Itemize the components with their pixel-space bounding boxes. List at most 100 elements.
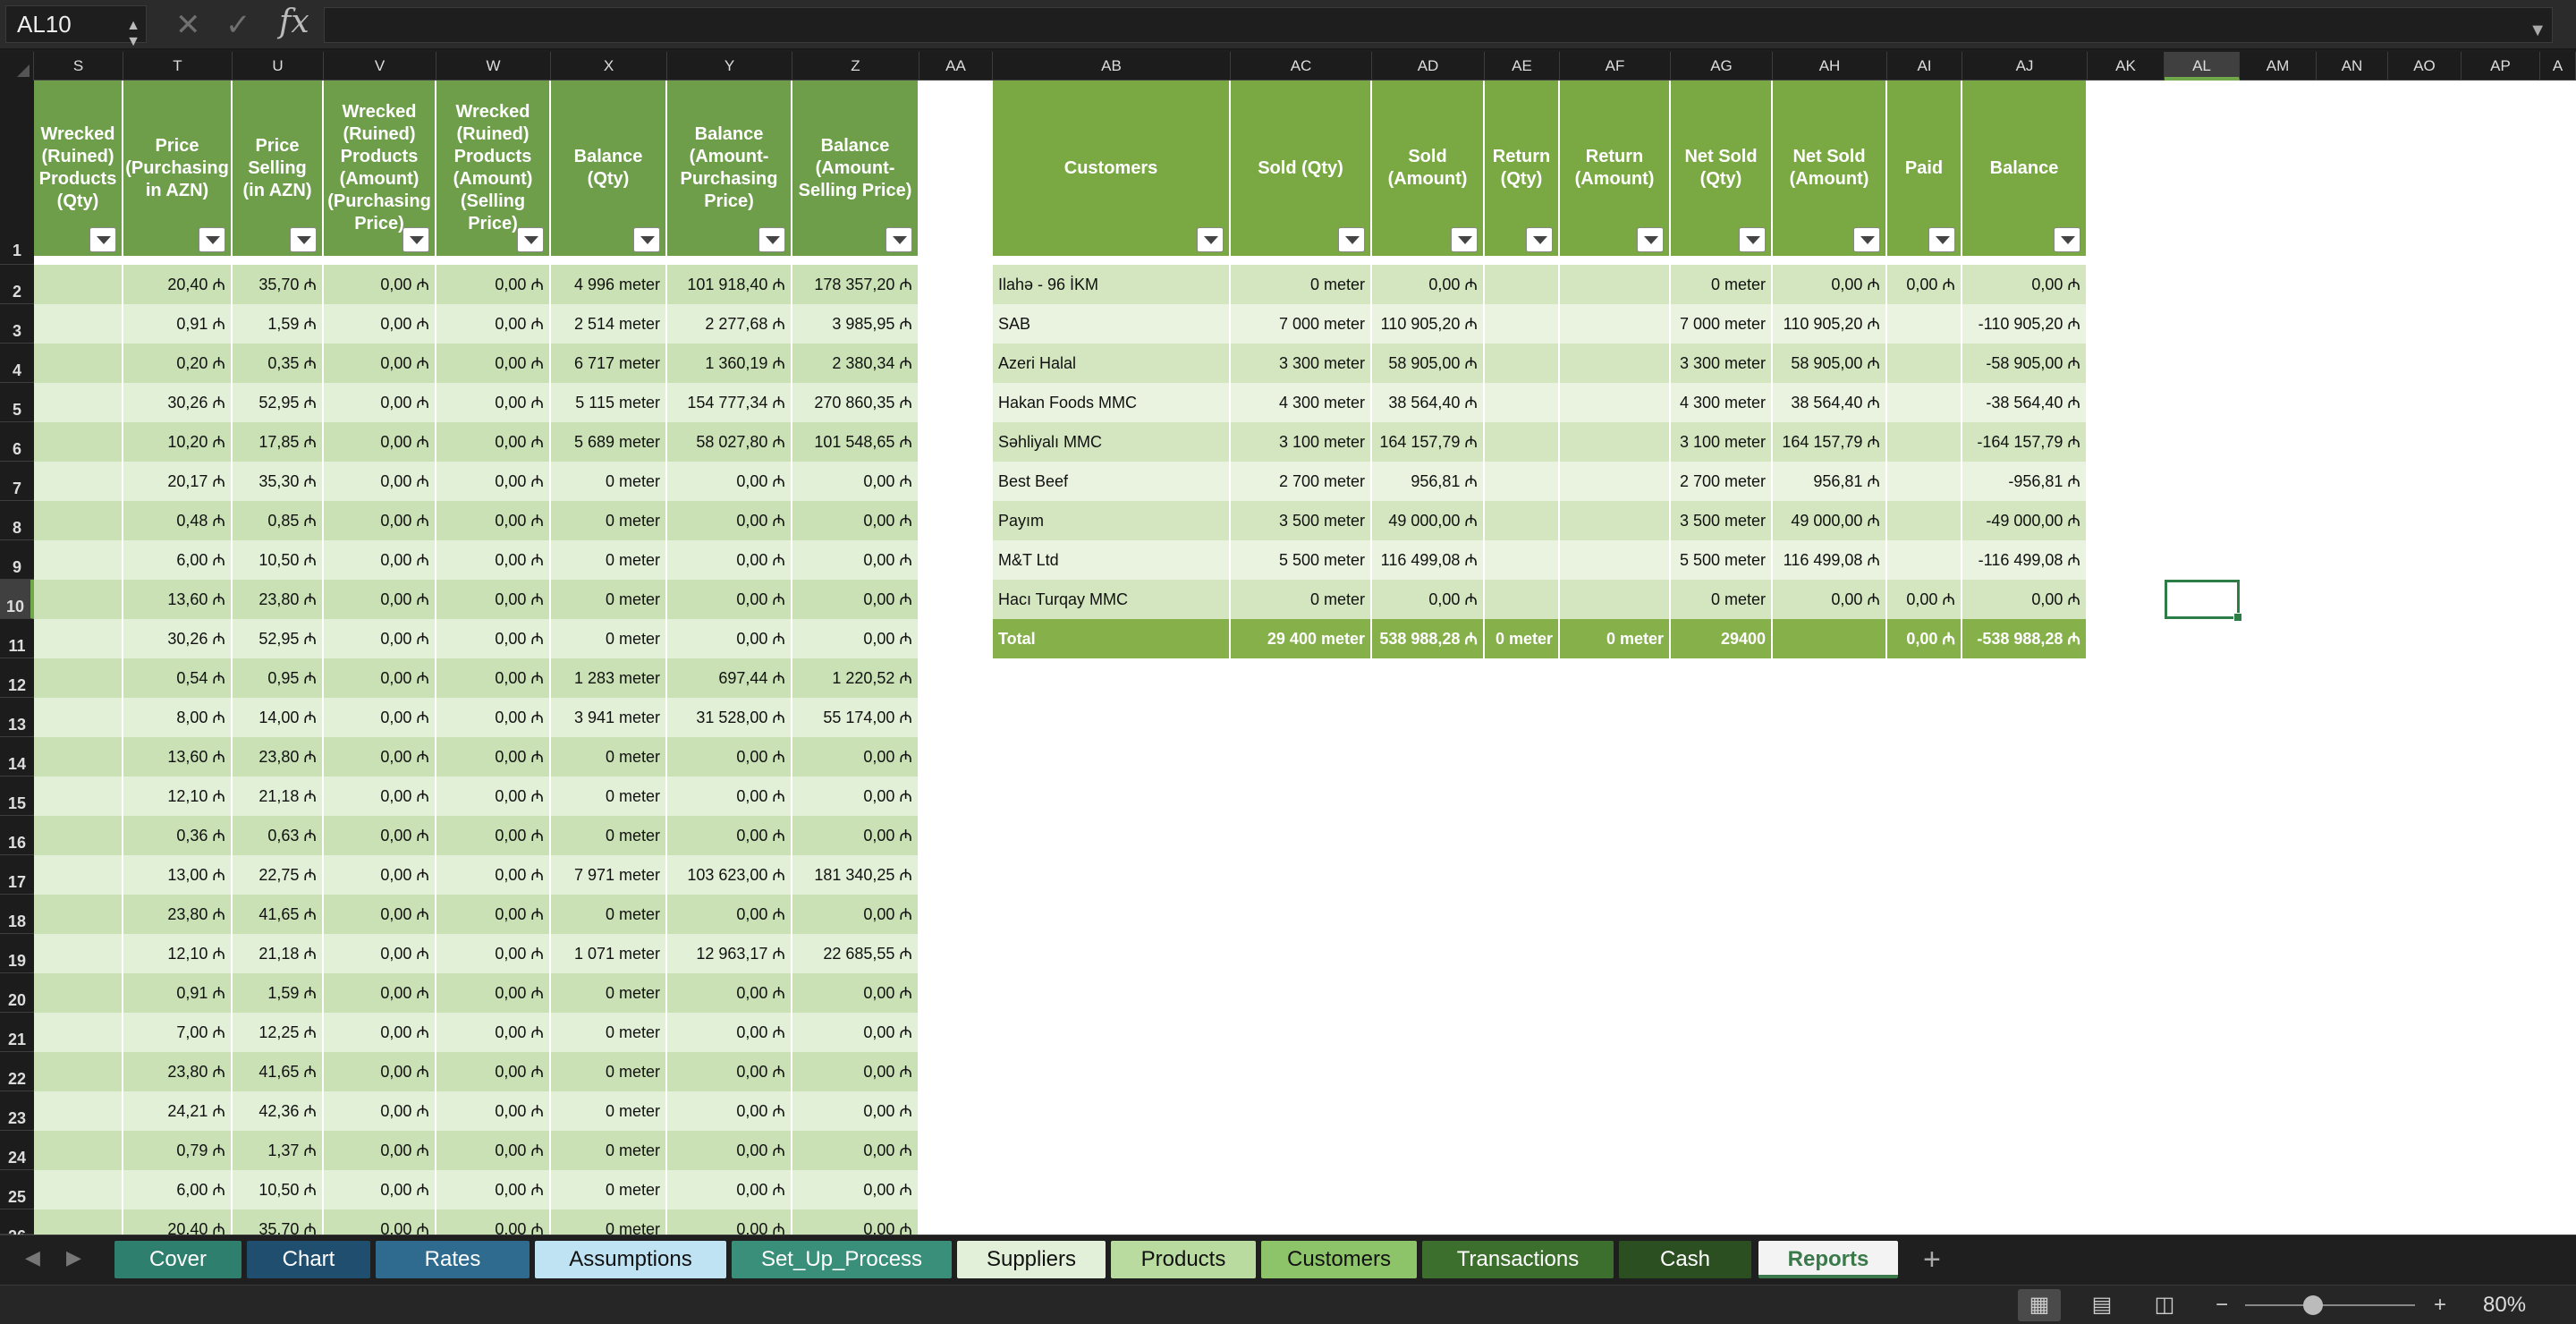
customers-cell[interactable]: 4 300 meter [1671,383,1773,422]
products-cell[interactable] [34,658,123,698]
products-cell[interactable]: 0,00 ₼ [436,698,551,737]
products-cell[interactable]: 22 685,55 ₼ [792,934,919,973]
products-cell[interactable]: 0,00 ₼ [436,1013,551,1052]
tab-suppliers[interactable]: Suppliers [957,1241,1106,1278]
customers-cell[interactable]: 164 157,79 ₼ [1773,422,1887,462]
products-cell[interactable]: 0,00 ₼ [324,1209,436,1235]
products-cell[interactable]: 0,00 ₼ [667,1013,792,1052]
customers-cell[interactable]: 3 500 meter [1231,501,1372,540]
products-cell[interactable]: 0,35 ₼ [233,344,324,383]
filter-dropdown-icon[interactable] [633,227,660,252]
products-cell[interactable]: 0,00 ₼ [436,422,551,462]
row-header-4[interactable]: 4 [0,344,34,383]
column-header-ao[interactable]: AO [2388,52,2462,81]
products-cell[interactable]: 0,00 ₼ [324,895,436,934]
row-header-23[interactable]: 23 [0,1091,34,1131]
products-cell[interactable]: 0,00 ₼ [667,1170,792,1209]
products-cell[interactable]: 23,80 ₼ [123,1052,233,1091]
row-header-14[interactable]: 14 [0,737,34,777]
column-header-u[interactable]: U [233,52,324,81]
products-cell[interactable]: 0,00 ₼ [436,737,551,777]
row-header-16[interactable]: 16 [0,816,34,855]
tab-prev-icon[interactable]: ◀ [25,1246,40,1269]
products-cell[interactable] [34,265,123,304]
products-cell[interactable]: 0,79 ₼ [123,1131,233,1170]
customers-cell[interactable]: 3 100 meter [1671,422,1773,462]
column-header-a[interactable]: A [2540,52,2576,81]
tab-chart[interactable]: Chart [247,1241,370,1278]
row-header-18[interactable]: 18 [0,895,34,934]
products-cell[interactable]: 12,10 ₼ [123,934,233,973]
customers-cell[interactable]: 38 564,40 ₼ [1372,383,1485,422]
customers-cell[interactable]: -38 564,40 ₼ [1962,383,2088,422]
tab-next-icon[interactable]: ▶ [66,1246,81,1269]
products-cell[interactable]: 0,00 ₼ [324,973,436,1013]
customers-cell[interactable]: M&T Ltd [993,540,1231,580]
products-cell[interactable]: 0,00 ₼ [436,973,551,1013]
products-cell[interactable]: 181 340,25 ₼ [792,855,919,895]
products-cell[interactable]: 20,40 ₼ [123,265,233,304]
products-cell[interactable]: 0,00 ₼ [667,501,792,540]
products-cell[interactable]: 17,85 ₼ [233,422,324,462]
products-cell[interactable]: 0,00 ₼ [436,344,551,383]
customers-cell[interactable] [1485,383,1560,422]
customers-total-cell[interactable]: 0,00 ₼ [1887,619,1962,658]
customers-cell[interactable] [1485,265,1560,304]
filter-dropdown-icon[interactable] [1197,227,1224,252]
products-cell[interactable]: 0,00 ₼ [324,737,436,777]
customers-cell[interactable]: 58 905,00 ₼ [1372,344,1485,383]
customers-cell[interactable] [1485,501,1560,540]
products-cell[interactable]: 0,00 ₼ [667,777,792,816]
products-cell[interactable] [34,344,123,383]
filter-dropdown-icon[interactable] [1526,227,1553,252]
products-cell[interactable]: 3 985,95 ₼ [792,304,919,344]
products-cell[interactable]: 0 meter [551,1170,667,1209]
products-cell[interactable]: 0,00 ₼ [792,619,919,658]
products-cell[interactable]: 30,26 ₼ [123,619,233,658]
products-cell[interactable]: 35,70 ₼ [233,265,324,304]
products-cell[interactable] [34,737,123,777]
products-cell[interactable]: 6 717 meter [551,344,667,383]
products-cell[interactable]: 0,00 ₼ [792,1170,919,1209]
products-cell[interactable]: 0,00 ₼ [792,540,919,580]
products-cell[interactable] [34,501,123,540]
products-cell[interactable]: 0,00 ₼ [436,383,551,422]
products-cell[interactable]: 1 360,19 ₼ [667,344,792,383]
products-cell[interactable]: 21,18 ₼ [233,777,324,816]
products-cell[interactable]: 101 918,40 ₼ [667,265,792,304]
select-all-corner[interactable] [0,52,34,81]
products-cell[interactable]: 35,30 ₼ [233,462,324,501]
customers-cell[interactable] [1485,462,1560,501]
products-cell[interactable]: 0 meter [551,580,667,619]
products-cell[interactable]: 0,00 ₼ [667,540,792,580]
row-header-8[interactable]: 8 [0,501,34,540]
products-cell[interactable]: 0 meter [551,895,667,934]
products-cell[interactable]: 0,00 ₼ [436,777,551,816]
products-cell[interactable]: 0,00 ₼ [324,934,436,973]
products-cell[interactable]: 23,80 ₼ [123,895,233,934]
products-cell[interactable]: 2 514 meter [551,304,667,344]
products-cell[interactable]: 178 357,20 ₼ [792,265,919,304]
customers-cell[interactable] [1485,422,1560,462]
products-cell[interactable]: 55 174,00 ₼ [792,698,919,737]
customers-cell[interactable]: 3 300 meter [1231,344,1372,383]
filter-dropdown-icon[interactable] [758,227,785,252]
row-header-3[interactable]: 3 [0,304,34,344]
column-header-af[interactable]: AF [1560,52,1671,81]
customers-cell[interactable]: 7 000 meter [1231,304,1372,344]
products-cell[interactable]: 20,40 ₼ [123,1209,233,1235]
customers-cell[interactable]: 116 499,08 ₼ [1372,540,1485,580]
customers-cell[interactable]: 0 meter [1671,580,1773,619]
products-cell[interactable]: 0,00 ₼ [324,619,436,658]
column-header-w[interactable]: W [436,52,551,81]
products-cell[interactable]: 10,50 ₼ [233,1170,324,1209]
row-header-22[interactable]: 22 [0,1052,34,1091]
zoom-out-icon[interactable]: − [2215,1293,2228,1317]
column-header-ai[interactable]: AI [1887,52,1962,81]
products-cell[interactable]: 24,21 ₼ [123,1091,233,1131]
products-cell[interactable]: 0,00 ₼ [792,1052,919,1091]
filter-dropdown-icon[interactable] [1853,227,1880,252]
products-cell[interactable] [34,855,123,895]
products-cell[interactable] [34,895,123,934]
chevron-down-icon[interactable]: ▼ [126,34,140,49]
